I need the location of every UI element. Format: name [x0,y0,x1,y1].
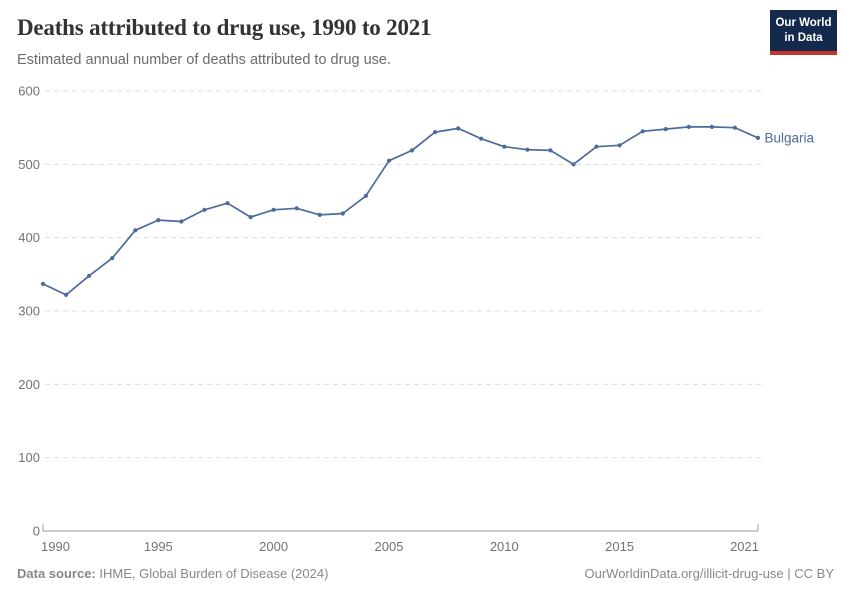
data-source-line: Data source: IHME, Global Burden of Dise… [17,566,328,581]
x-tick-label: 1990 [41,539,70,554]
data-point[interactable] [617,143,622,148]
data-point[interactable] [732,125,738,130]
data-point[interactable] [179,219,184,224]
data-point[interactable] [502,144,507,149]
x-tick-label: 2021 [730,539,759,554]
trend-line[interactable] [42,126,759,296]
data-point[interactable] [225,201,230,206]
y-tick-label: 200 [18,377,40,392]
x-tick-label: 1995 [144,539,173,554]
data-point[interactable] [87,273,92,278]
data-point[interactable] [294,206,299,211]
data-point[interactable] [409,148,415,153]
x-tick-label: 2005 [375,539,404,554]
data-point[interactable] [456,126,461,131]
owid-logo[interactable]: Our World in Data [770,10,837,55]
data-point[interactable] [640,129,645,134]
data-point[interactable] [64,292,69,297]
data-point[interactable] [363,193,368,198]
y-tick-label: 600 [18,84,40,99]
y-tick-label: 400 [18,230,40,245]
chart-subtitle: Estimated annual number of deaths attrib… [17,52,392,68]
data-point[interactable] [686,124,691,129]
data-point[interactable] [709,124,715,129]
data-point[interactable] [433,130,438,135]
data-point[interactable] [271,207,276,212]
data-point[interactable] [663,127,668,132]
x-tick-label: 2010 [490,539,519,554]
series-label: Bulgaria [765,130,815,145]
data-point[interactable] [755,135,761,140]
y-tick-label: 300 [18,304,40,319]
owid-logo-line2: in Data [784,31,823,44]
x-tick-label: 2000 [259,539,288,554]
data-point[interactable] [340,211,345,216]
x-tick-label: 2015 [605,539,634,554]
data-point[interactable] [317,212,322,217]
data-point[interactable] [594,144,599,149]
data-source-value: IHME, Global Burden of Disease (2024) [99,566,329,581]
y-tick-label: 500 [18,157,40,172]
data-point[interactable] [479,136,484,141]
data-point[interactable] [571,162,576,167]
data-point[interactable] [548,148,553,153]
y-tick-label: 100 [18,450,40,465]
data-point[interactable] [156,218,161,223]
data-point[interactable] [202,207,207,212]
data-point[interactable] [133,228,138,233]
chart-title: Deaths attributed to drug use, 1990 to 2… [17,15,432,40]
data-point[interactable] [525,147,530,152]
owid-logo-line1: Our World [775,17,832,29]
data-point[interactable] [386,158,392,163]
data-point[interactable] [40,281,46,286]
credit-link[interactable]: OurWorldinData.org/illicit-drug-use | CC… [584,566,835,581]
y-tick-label: 0 [33,524,40,539]
data-source-label: Data source: [17,566,96,581]
data-point[interactable] [110,256,115,261]
data-point[interactable] [248,215,253,220]
